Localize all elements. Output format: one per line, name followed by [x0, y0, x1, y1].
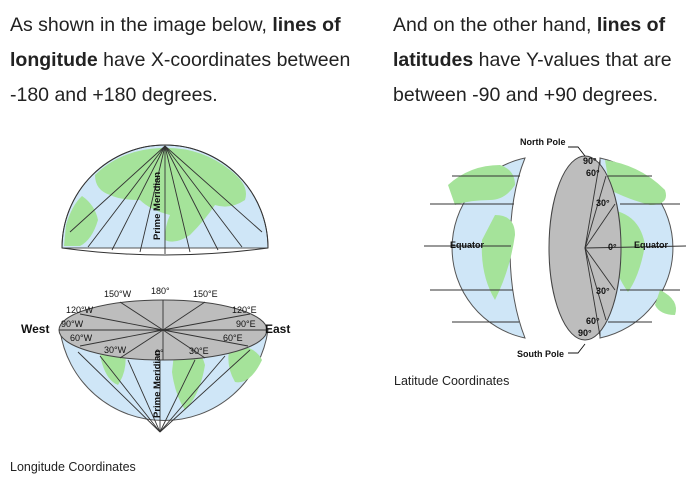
longitude-caption: Longitude Coordinates [10, 460, 136, 474]
lat-30s: 30° [596, 286, 610, 296]
label-90w: 90°W [61, 319, 84, 329]
lat-60n: 60° [586, 168, 600, 178]
label-150w: 150°W [104, 289, 132, 299]
prime-meridian-top-label: Prime Meridian [152, 172, 163, 240]
lat-60s: 60° [586, 316, 600, 326]
label-0: 0° [155, 348, 164, 358]
label-120w: 120°W [66, 305, 94, 315]
paragraph-text: As shown in the image below, [10, 14, 273, 36]
paragraph-bold-term: lines of longitude [10, 14, 341, 71]
equator-right-label: Equator [634, 240, 668, 250]
latitude-globe-figure: North Pole South Pole Equator Equator 90… [424, 137, 687, 359]
north-pole-label: North Pole [520, 137, 566, 147]
paragraph-text: have X-coordinates between -180 and +180… [10, 49, 351, 106]
east-label: East [265, 322, 290, 336]
latitude-caption: Latitude Coordinates [394, 374, 510, 388]
latitude-labels: North Pole South Pole Equator Equator 90… [450, 137, 668, 359]
label-120e: 120°E [232, 305, 257, 315]
latitude-paragraph: And on the other hand, lines of latitude… [393, 8, 693, 113]
longitude-paragraph: As shown in the image below, lines of lo… [10, 8, 370, 113]
lat-30n: 30° [596, 198, 610, 208]
label-30w: 30°W [104, 345, 127, 355]
label-30e: 30°E [189, 346, 209, 356]
paragraph-bold-term: lines of latitudes [393, 14, 666, 71]
label-150e: 150°E [193, 289, 218, 299]
lat-0: 0° [608, 242, 617, 252]
label-180: 180° [151, 286, 170, 296]
label-60w: 60°W [70, 333, 93, 343]
bottom-hemisphere: Prime Meridian [58, 299, 269, 433]
paragraph-text: And on the other hand, [393, 14, 597, 36]
top-hemisphere: Prime Meridian [61, 144, 269, 256]
south-pole-label: South Pole [517, 349, 564, 359]
label-90e: 90°E [236, 319, 256, 329]
lat-90s: 90° [578, 328, 592, 338]
equator-left-label: Equator [450, 240, 484, 250]
left-half-globe [424, 157, 526, 339]
west-label: West [21, 322, 49, 336]
paragraph-text: have Y-values that are between -90 and +… [393, 49, 672, 106]
prime-meridian-bottom-label: Prime Meridian [152, 350, 163, 418]
right-half-globe [548, 155, 687, 341]
lat-90n: 90° [583, 156, 597, 166]
label-60e: 60°E [223, 333, 243, 343]
longitude-degree-labels: 180° 150°W 150°E 120°W 120°E 90°W 90°E 6… [21, 286, 290, 358]
longitude-globe-figure: Prime Meridian [21, 144, 290, 433]
